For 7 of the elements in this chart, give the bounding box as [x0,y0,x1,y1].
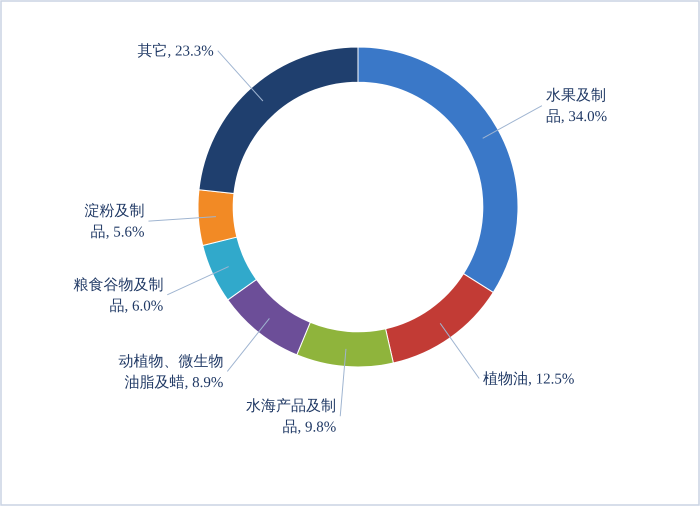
slice-label: 植物油, 12.5% [483,370,574,388]
slice-label: 其它, 23.3% [138,42,214,60]
slice-label: 粮食谷物及制品, 6.0% [73,276,164,314]
slice-label: 淀粉及制品, 5.6% [84,202,144,241]
slice-label: 动植物、微生物油脂及蜡, 8.9% [118,352,224,391]
slice-label: 水海产品及制品, 9.8% [246,398,336,436]
slice-label: 水果及制品, 34.0% [546,87,608,126]
